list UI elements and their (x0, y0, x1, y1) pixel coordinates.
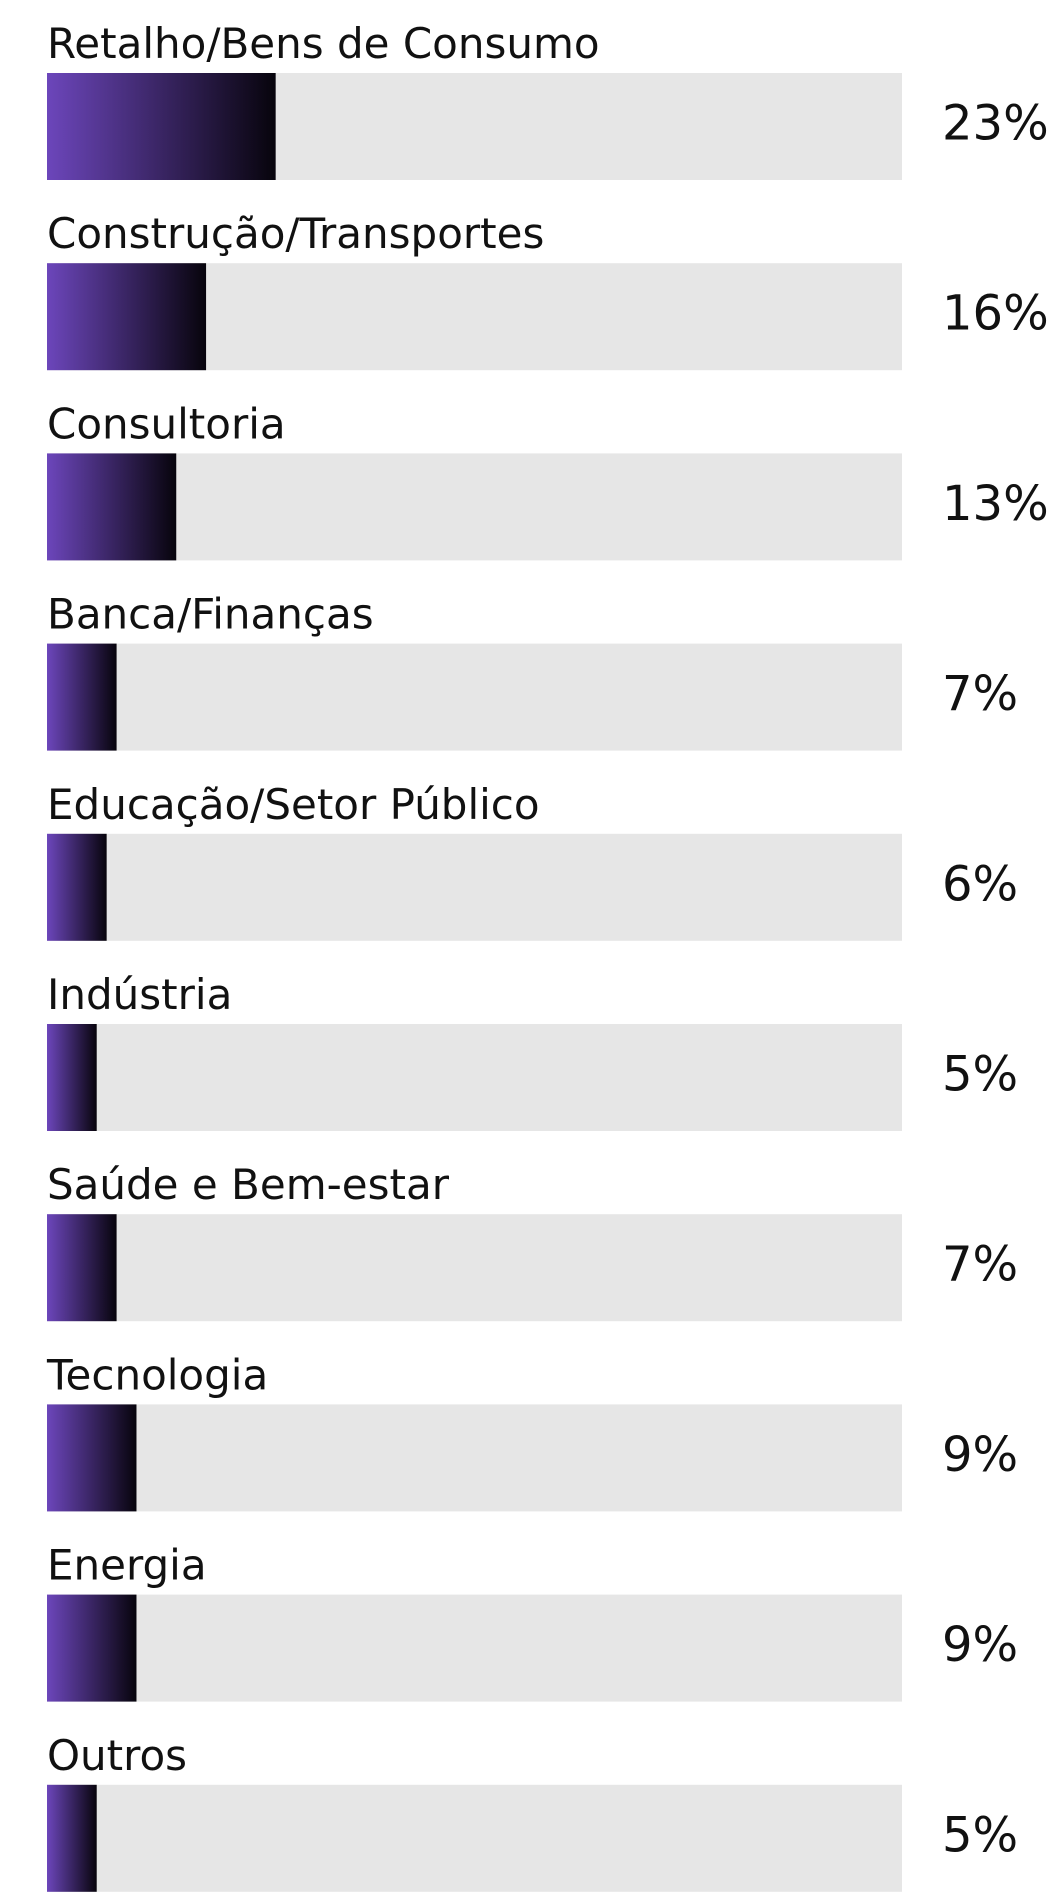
bar (47, 263, 207, 371)
value-label: 13% (942, 476, 1049, 532)
bar (47, 833, 107, 941)
category-label: Tecnologia (46, 1350, 268, 1399)
bar-track (47, 1784, 902, 1892)
bar (47, 1404, 137, 1512)
bar (47, 1214, 117, 1322)
bar-track (47, 833, 902, 941)
value-label: 6% (942, 856, 1018, 912)
bar-track (47, 1214, 902, 1322)
value-label: 23% (942, 96, 1049, 152)
category-label: Outros (47, 1731, 187, 1780)
category-label: Educação/Setor Público (47, 780, 540, 829)
category-label: Consultoria (47, 399, 286, 448)
value-label: 7% (942, 1237, 1018, 1293)
bar (47, 73, 276, 180)
bar-track (47, 643, 902, 751)
bar (47, 453, 177, 561)
bar (47, 1024, 97, 1131)
bar-track (47, 453, 902, 561)
bar (47, 643, 117, 751)
value-label: 9% (942, 1427, 1018, 1483)
value-label: 5% (942, 1807, 1018, 1863)
bar (47, 1784, 97, 1892)
bar-track (47, 1404, 902, 1512)
category-label: Saúde e Bem-estar (47, 1160, 450, 1209)
value-label: 5% (942, 1047, 1018, 1103)
value-label: 9% (942, 1617, 1018, 1673)
category-label: Banca/Finanças (47, 590, 374, 639)
category-label: Construção/Transportes (47, 209, 544, 258)
value-label: 7% (942, 666, 1018, 722)
bar-track (47, 1024, 902, 1131)
category-label: Energia (47, 1541, 207, 1590)
category-label: Indústria (47, 970, 232, 1019)
bar (47, 1594, 137, 1702)
category-label: Retalho/Bens de Consumo (47, 19, 600, 68)
bar-track (47, 1594, 902, 1702)
value-label: 16% (942, 286, 1049, 342)
